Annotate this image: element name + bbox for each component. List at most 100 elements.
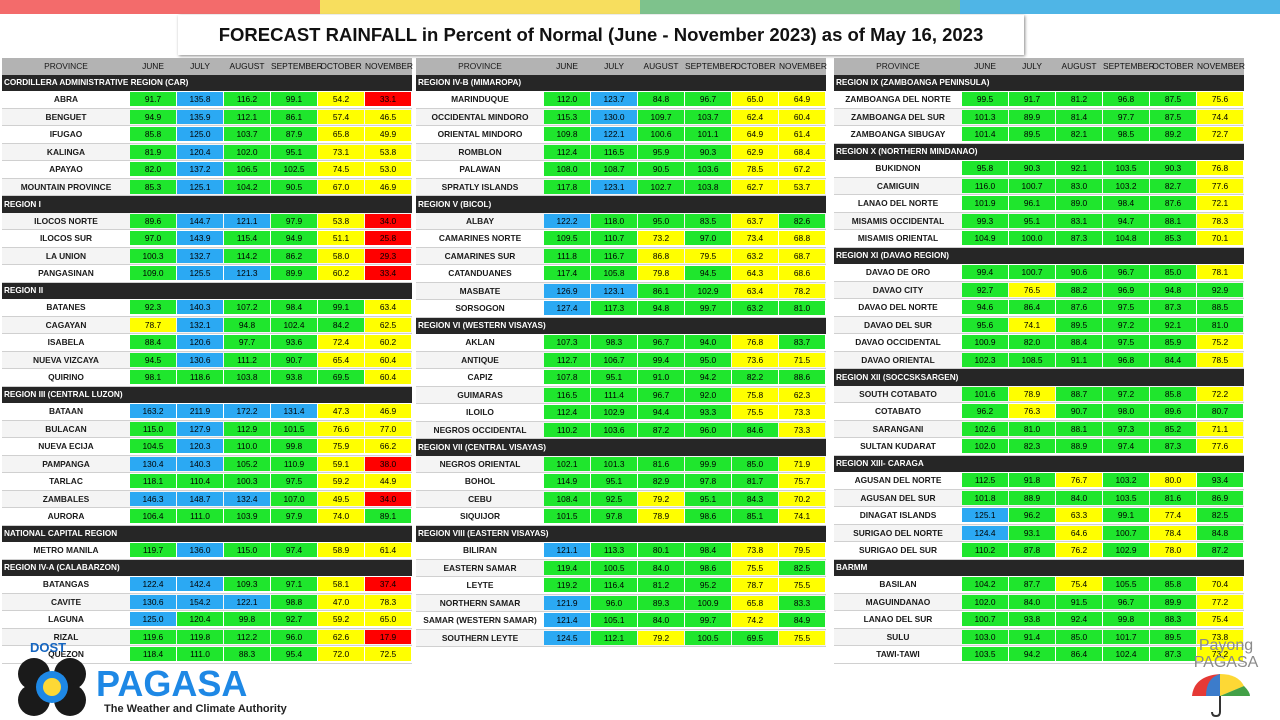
value-cell: 85.8 (1150, 577, 1196, 592)
value-cell: 46.9 (365, 404, 411, 419)
value-cell: 34.0 (365, 213, 411, 228)
table-row: BILIRAN 121.1 113.3 80.1 98.4 73.8 79.5 (416, 542, 826, 560)
value-cell: 121.1 (544, 543, 590, 558)
value-cell: 47.0 (318, 594, 364, 609)
value-cell: 120.6 (177, 335, 223, 350)
table-row: MAGUINDANAO 102.0 84.0 91.5 96.7 89.9 77.2 (834, 593, 1244, 611)
province-name: CEBU (468, 493, 492, 504)
value-cell: 73.1 (318, 144, 364, 159)
header-cell: NOVEMBER (779, 61, 827, 72)
value-cell: 97.9 (271, 509, 317, 524)
value-cell: 110.7 (591, 231, 637, 246)
province-name: LAGUNA (48, 614, 84, 625)
value-cell: 146.3 (130, 491, 176, 506)
value-cell: 114.2 (224, 248, 270, 263)
table-row: BATANGAS 122.4 142.4 109.3 97.1 58.1 37.4 (2, 576, 412, 594)
value-cell: 102.3 (962, 352, 1008, 367)
value-cell: 116.5 (591, 144, 637, 159)
value-cell: 68.8 (779, 231, 825, 246)
value-cell: 93.1 (1009, 525, 1055, 540)
value-cell: 100.3 (224, 474, 270, 489)
table-row: SOUTH COTABATO 101.6 78.9 88.7 97.2 85.8 72.2 (834, 385, 1244, 403)
value-cell: 49.9 (365, 127, 411, 142)
value-cell: 101.5 (544, 509, 590, 524)
table-row: LEYTE 119.2 116.4 81.2 95.2 78.7 75.5 (416, 577, 826, 595)
value-cell: 46.9 (365, 179, 411, 194)
value-cell: 87.3 (1056, 231, 1102, 246)
value-cell: 118.1 (130, 474, 176, 489)
province-name: SURIGAO DEL NORTE (853, 527, 943, 538)
province-name: EASTERN SAMAR (443, 562, 517, 573)
table-panel-1: PROVINCE JUNE JULY AUGUST SEPTEMBER OCTOBER NO… (2, 58, 413, 664)
value-cell: 75.7 (779, 474, 825, 489)
value-cell: 103.5 (1103, 161, 1149, 176)
province-name: LANAO DEL SUR (863, 614, 933, 625)
value-cell: 94.4 (638, 405, 684, 420)
province-name: CAPIZ (467, 372, 493, 383)
value-cell: 96.7 (1103, 594, 1149, 609)
value-cell: 101.8 (962, 490, 1008, 505)
value-cell: 89.0 (1056, 196, 1102, 211)
value-cell: 77.2 (1197, 594, 1243, 609)
value-cell: 95.0 (638, 213, 684, 228)
value-cell: 89.5 (1009, 127, 1055, 142)
value-cell: 127.4 (544, 301, 590, 316)
value-cell: 104.5 (130, 439, 176, 454)
value-cell: 84.4 (1150, 352, 1196, 367)
value-cell: 85.0 (1150, 265, 1196, 280)
value-cell: 63.3 (1056, 508, 1102, 523)
value-cell: 110.2 (962, 543, 1008, 558)
value-cell: 62.6 (318, 629, 364, 644)
value-cell: 96.7 (685, 92, 731, 107)
value-cell: 103.8 (685, 179, 731, 194)
value-cell: 37.4 (365, 577, 411, 592)
value-cell: 73.2 (1197, 647, 1243, 662)
value-cell: 102.6 (962, 421, 1008, 436)
value-cell: 77.6 (1197, 178, 1243, 193)
value-cell: 102.7 (638, 179, 684, 194)
value-cell: 122.1 (224, 594, 270, 609)
value-cell: 95.1 (1009, 213, 1055, 228)
value-cell: 123.1 (591, 179, 637, 194)
value-cell: 97.1 (271, 577, 317, 592)
value-cell: 93.6 (271, 335, 317, 350)
value-cell: 25.8 (365, 231, 411, 246)
value-cell: 132.7 (177, 248, 223, 263)
province-name: BATANES (46, 302, 86, 313)
value-cell: 62.7 (732, 179, 778, 194)
table-row: NUEVA ECIJA 104.5 120.3 110.0 99.8 75.9 66.2 (2, 438, 412, 456)
value-cell: 93.3 (685, 405, 731, 420)
value-cell: 84.3 (732, 491, 778, 506)
value-cell: 85.1 (732, 509, 778, 524)
value-cell: 77.6 (1197, 439, 1243, 454)
table-row: CAGAYAN 78.7 132.1 94.8 102.4 84.2 62.5 (2, 316, 412, 334)
value-cell: 84.2 (318, 317, 364, 332)
header-cell: JUNE (974, 61, 996, 72)
value-cell: 93.8 (1009, 612, 1055, 627)
value-cell: 137.2 (177, 162, 223, 177)
value-cell: 119.7 (130, 543, 176, 558)
province-name: SPRATLY ISLANDS (441, 181, 519, 192)
value-cell: 118.4 (130, 647, 176, 662)
value-cell: 131.4 (271, 404, 317, 419)
value-cell: 97.5 (271, 474, 317, 489)
value-cell: 85.9 (1150, 335, 1196, 350)
value-cell: 144.7 (177, 213, 223, 228)
value-cell: 127.9 (177, 421, 223, 436)
value-cell: 96.0 (591, 595, 637, 610)
province-name: SORSOGON (455, 303, 505, 314)
value-cell: 75.4 (1197, 612, 1243, 627)
value-cell: 63.4 (365, 300, 411, 315)
value-cell: 103.6 (591, 422, 637, 437)
value-cell: 75.9 (318, 439, 364, 454)
header-cell: JUNE (142, 61, 164, 72)
province-name: BASILAN (879, 579, 917, 590)
region-header: REGION IV-A (CALABARZON) (2, 559, 412, 576)
province-name: ROMBLON (458, 146, 502, 157)
value-cell: 111.0 (177, 509, 223, 524)
value-cell: 130.6 (177, 352, 223, 367)
table-row: OCCIDENTAL MINDORO 115.3 130.0 109.7 103.7 62… (416, 108, 826, 126)
value-cell: 88.2 (1056, 282, 1102, 297)
value-cell: 98.4 (1103, 196, 1149, 211)
table-row: BUKIDNON 95.8 90.3 92.1 103.5 90.3 76.8 (834, 160, 1244, 178)
